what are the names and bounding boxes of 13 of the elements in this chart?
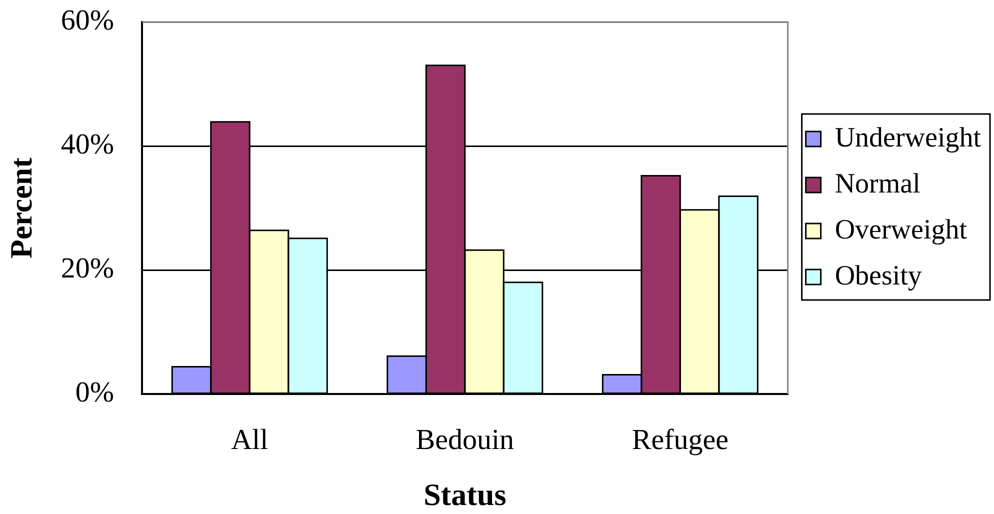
x-tick-label: Bedouin [416,424,515,456]
y-tick-label: 60% [60,4,114,37]
x-tick-label: Refugee [632,424,728,456]
legend-label: Normal [834,168,921,200]
y-tick-label: 0% [75,376,114,409]
legend-label: Obesity [834,260,922,292]
x-axis-title: Status [424,476,506,512]
y-tick-label: 40% [60,128,114,161]
y-axis-title: Percent [4,156,39,258]
y-tick-label: 20% [60,252,114,285]
legend-label: Underweight [834,122,982,154]
x-tick-label: All [231,424,268,456]
legend-label: Overweight [834,214,968,246]
